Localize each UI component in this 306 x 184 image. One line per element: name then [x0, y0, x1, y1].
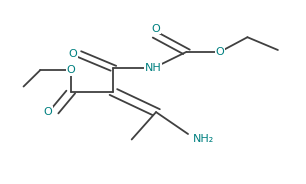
Text: NH₂: NH₂ — [192, 135, 214, 144]
Text: O: O — [152, 24, 160, 33]
Text: NH: NH — [145, 63, 161, 73]
Text: O: O — [44, 107, 52, 117]
Text: O: O — [68, 49, 77, 59]
Text: O: O — [66, 65, 75, 75]
Text: O: O — [216, 47, 224, 57]
